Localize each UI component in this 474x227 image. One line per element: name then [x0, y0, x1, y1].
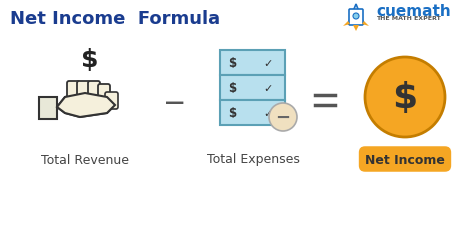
Bar [220, 101, 285, 126]
Text: Net Income: Net Income [365, 153, 445, 166]
Text: cuemath: cuemath [376, 4, 451, 19]
Polygon shape [348, 5, 364, 25]
Circle shape [365, 58, 445, 137]
FancyBboxPatch shape [105, 93, 118, 109]
Circle shape [269, 104, 297, 131]
FancyBboxPatch shape [349, 10, 363, 26]
Text: $: $ [392, 81, 418, 114]
FancyBboxPatch shape [67, 82, 80, 101]
Text: $: $ [228, 57, 236, 70]
FancyBboxPatch shape [77, 82, 90, 101]
Text: −: − [275, 109, 291, 126]
Text: —: — [165, 92, 185, 111]
FancyBboxPatch shape [98, 85, 110, 101]
Polygon shape [353, 26, 359, 32]
Text: $: $ [81, 48, 99, 72]
Polygon shape [362, 22, 369, 27]
Text: ✓: ✓ [264, 58, 273, 68]
Bar [220, 51, 285, 76]
Polygon shape [57, 94, 115, 118]
Text: ✓: ✓ [264, 108, 273, 118]
Text: Total Revenue: Total Revenue [41, 153, 129, 166]
FancyBboxPatch shape [88, 82, 100, 101]
Text: Total Expenses: Total Expenses [207, 153, 300, 166]
Polygon shape [57, 94, 115, 118]
Text: $: $ [228, 106, 236, 119]
Text: $: $ [228, 82, 236, 95]
Circle shape [353, 14, 359, 20]
Polygon shape [343, 22, 350, 27]
Bar [220, 76, 285, 101]
Text: THE MATH EXPERT: THE MATH EXPERT [376, 16, 441, 21]
FancyBboxPatch shape [39, 98, 57, 119]
Text: Net Income  Formula: Net Income Formula [10, 10, 220, 28]
Text: ✓: ✓ [264, 83, 273, 93]
